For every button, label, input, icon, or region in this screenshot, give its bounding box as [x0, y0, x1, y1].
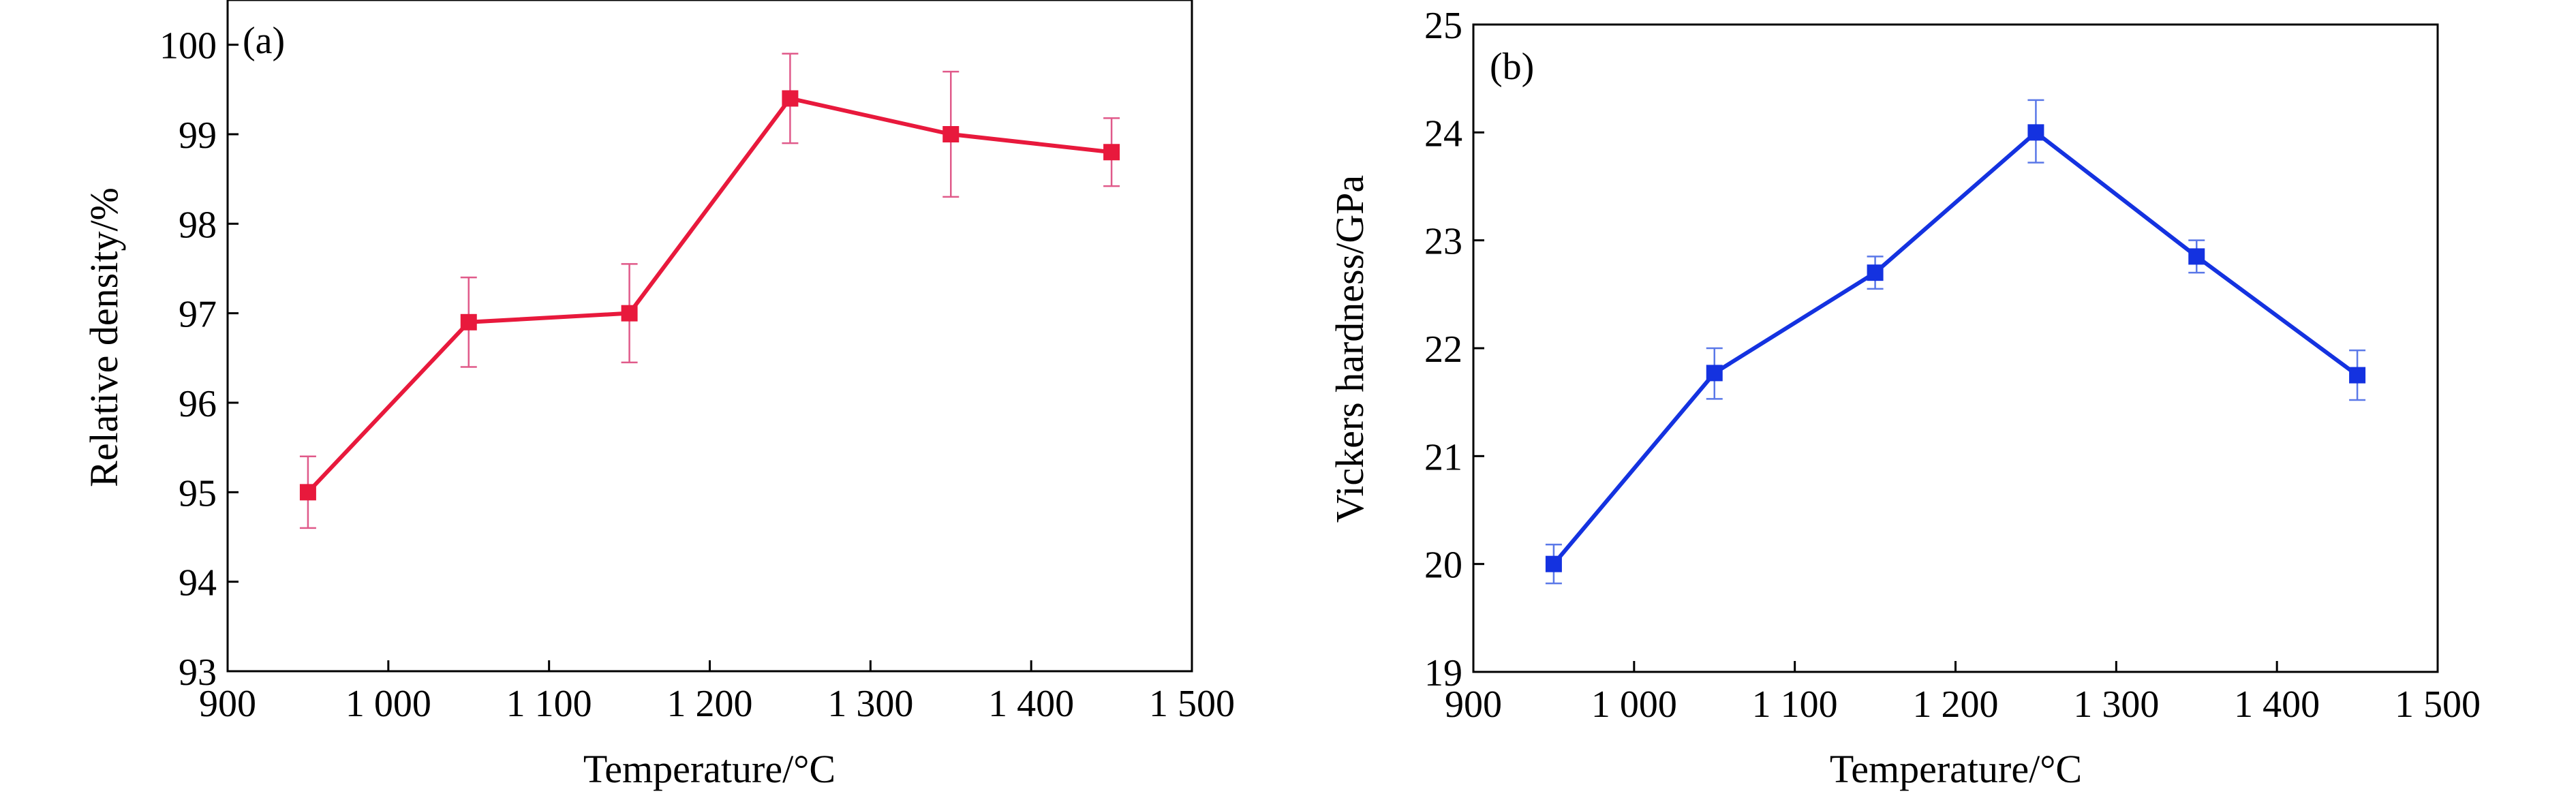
panel-b-series-line: [1552, 130, 2359, 566]
panel-b-xtick-label: 900: [1445, 683, 1502, 726]
panel-a-xtick-label: 1 500: [1149, 683, 1235, 725]
panel-b-vickers-hardness: 900 1 000 1 100 1 200 1 300 1 400 1 500 19 20 21 2…: [1328, 5, 2481, 791]
panel-b-ytick-label: 19: [1424, 652, 1462, 694]
panel-a-ytick-label: 93: [179, 651, 217, 694]
panel-a-series-line: [306, 96, 1112, 494]
panel-a-data-point: [782, 90, 799, 107]
panel-b-data-point: [2188, 248, 2205, 265]
panel-a-xtick-label: 1 400: [988, 683, 1074, 725]
panel-a-ylabel: Relative density/%: [82, 187, 126, 487]
panel-b-plot-frame: [1472, 23, 2439, 673]
panel-b-ytick-label: 22: [1424, 328, 1462, 371]
panel-a-label: (a): [243, 20, 285, 62]
panel-b-data-point: [1706, 365, 1723, 382]
panel-b-xtick-label: 1 100: [1752, 683, 1838, 726]
panel-a-ytick-label: 97: [179, 294, 217, 336]
panel-b-xtick-label: 1 000: [1591, 683, 1677, 726]
panel-b-data-point: [2349, 367, 2366, 384]
panel-a-xtick-label: 1 200: [667, 683, 753, 725]
panel-a-data-point: [460, 313, 477, 330]
panel-b-xtick-label: 1 500: [2395, 683, 2481, 726]
panel-a-ytick-label: 95: [179, 472, 217, 514]
panel-b-xlabel: Temperature/°C: [1830, 747, 2082, 791]
panel-b-ylabel: Vickers hardness/GPa: [1328, 175, 1372, 523]
panel-b-ytick-label: 25: [1424, 5, 1462, 47]
panel-a-ytick-label: 98: [179, 204, 217, 246]
panel-a-relative-density: 900 1 000 1 100 1 200 1 300 1 400 1 500 93 94 95 9…: [82, 0, 1235, 791]
panel-a-ytick-label: 96: [179, 383, 217, 425]
panel-a-data-point: [942, 126, 960, 142]
panel-b-ticks: 900 1 000 1 100 1 200 1 300 1 400 1 500 19 20 21 2…: [1424, 5, 2481, 726]
panel-b-ytick-label: 23: [1424, 221, 1462, 263]
panel-a-xtick-label: 900: [199, 683, 256, 725]
panel-b-ytick-label: 21: [1424, 436, 1462, 478]
panel-b-ytick-label: 24: [1424, 112, 1462, 155]
panel-b-markers: [1545, 124, 2366, 572]
panel-a-xlabel: Temperature/°C: [583, 747, 835, 791]
panel-a-ytick-label: 99: [179, 114, 217, 157]
panel-b-xtick-label: 1 400: [2234, 683, 2320, 726]
panel-a-ytick-label: 100: [159, 25, 217, 67]
panel-a-xtick-label: 1 100: [506, 683, 592, 725]
panel-b-label: (b): [1490, 46, 1534, 88]
panel-a-data-point: [1103, 144, 1120, 161]
panel-b-xtick-label: 1 300: [2073, 683, 2159, 726]
panel-b-series-polyline: [1552, 130, 2359, 566]
panel-a-xtick-label: 1 000: [346, 683, 431, 725]
panel-b-data-point: [2027, 124, 2044, 141]
panel-a-markers: [299, 90, 1120, 501]
panel-a-series-polyline: [306, 96, 1112, 494]
panel-a-data-point: [621, 305, 638, 322]
panel-a-errorbars: [299, 52, 1120, 529]
panel-b-errorbars: [1545, 99, 2366, 585]
panel-b-xtick-label: 1 200: [1913, 683, 1999, 726]
panel-b-ytick-label: 20: [1424, 544, 1462, 587]
panel-b-data-point: [1867, 264, 1884, 281]
panel-b-data-point: [1545, 555, 1562, 572]
panel-a-xtick-label: 1 300: [827, 683, 913, 725]
panel-a-ticks: 900 1 000 1 100 1 200 1 300 1 400 1 500 93 94 95 9…: [159, 25, 1235, 725]
panel-a-plot-frame: [226, 0, 1193, 673]
panel-a-data-point: [299, 484, 316, 501]
panel-a-ytick-label: 94: [179, 562, 217, 604]
